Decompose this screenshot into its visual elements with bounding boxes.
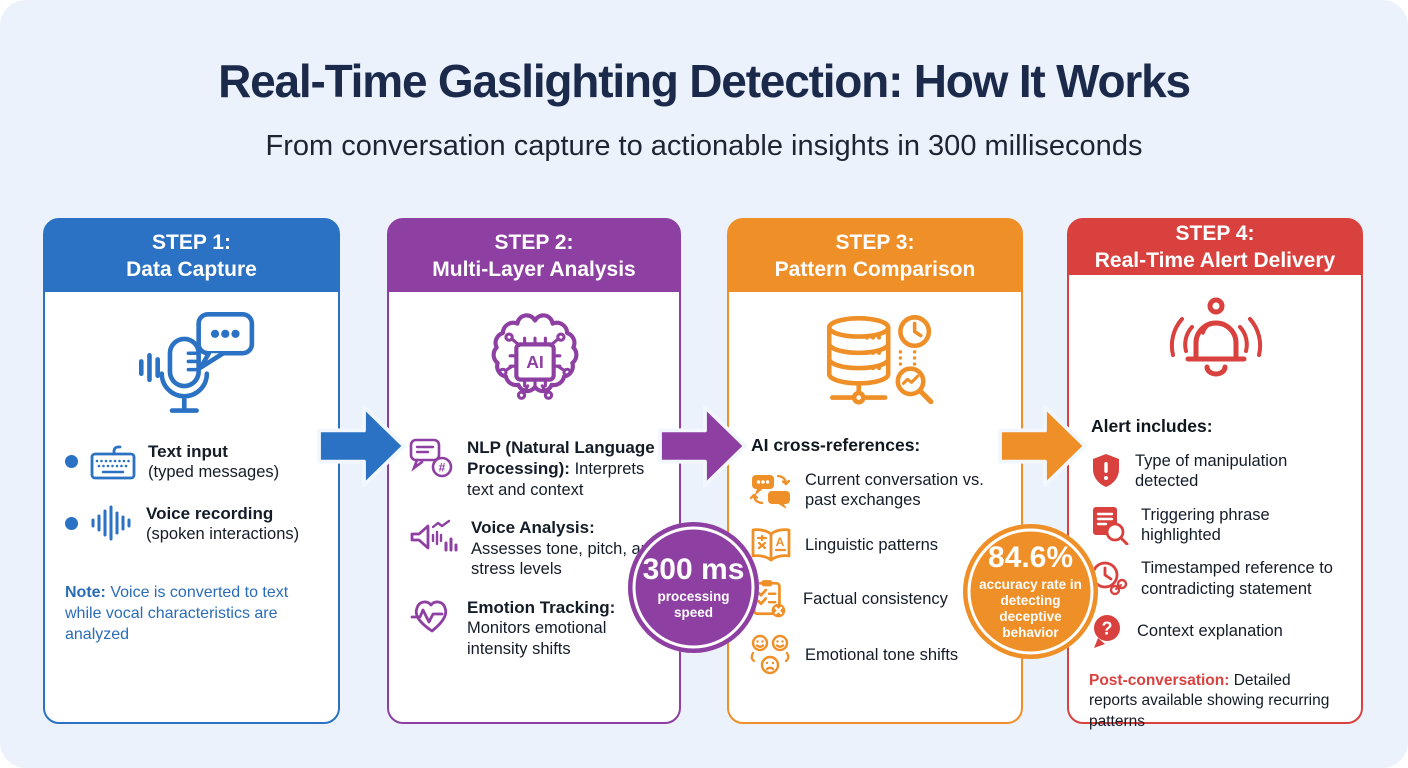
voice-conversion-note: Note: Voice is converted to text while v…	[65, 584, 289, 644]
list-item-text-input: Text input (typed messages)	[65, 441, 320, 483]
step-3-title: Pattern Comparison	[774, 258, 976, 281]
list-item-text: Type of manipulation detected	[1135, 451, 1288, 491]
voice-waveform-icon	[90, 505, 134, 541]
step-1-title: Data Capture	[126, 258, 257, 281]
list-item-text: NLP (Natural Language Processing): Inter…	[467, 438, 655, 499]
list-item-text: Emotion Tracking: Monitors emotional int…	[467, 597, 616, 658]
list-item-context-explanation: ? Context explanation	[1089, 612, 1343, 650]
badge-value: 300 ms	[642, 553, 745, 587]
alert-includes-heading: Alert includes:	[1091, 415, 1213, 436]
question-bubble-icon: ?	[1089, 612, 1125, 650]
svg-text:?: ?	[1102, 619, 1113, 639]
processing-speed-badge: 300 ms processing speed	[628, 522, 759, 653]
badge-label: processing speed	[657, 588, 730, 620]
list-item-text: Triggering phrase highlighted	[1141, 505, 1270, 544]
step-4-label: STEP 4:	[1175, 222, 1255, 245]
nlp-chat-icon: #	[409, 437, 455, 479]
emotion-heart-pulse-icon	[409, 597, 455, 637]
list-item-text: Voice Analysis: Assesses tone, pitch, an…	[471, 518, 660, 579]
bullet-dot	[65, 455, 78, 469]
step-4-body: Alert includes: Type of manipulation det…	[1069, 275, 1361, 742]
list-item-factual-consistency: Factual consistency	[749, 579, 1003, 619]
step-4-header: STEP 4: Real-Time Alert Delivery	[1069, 220, 1361, 275]
linguistic-book-icon: A	[749, 526, 793, 564]
ai-cross-references-heading: AI cross-references:	[751, 435, 921, 455]
step-1-header: STEP 1: Data Capture	[45, 220, 338, 292]
list-item-linguistic-patterns: A Linguistic patterns	[749, 526, 1003, 564]
microphone-speech-bubble-icon	[129, 310, 257, 423]
step-1-label: STEP 1:	[152, 230, 231, 254]
post-conversation-note: Post-conversation: Detailed reports avai…	[1089, 672, 1330, 730]
step-card-alert-delivery: STEP 4: Real-Time Alert Delivery Alert	[1067, 218, 1363, 730]
step-2-title: Multi-Layer Analysis	[432, 258, 636, 281]
list-item-timestamped-reference: Timestamped reference to contradicting s…	[1089, 558, 1343, 599]
flow-arrow-step1-to-step2-icon	[317, 404, 407, 488]
list-item-manipulation-type: Type of manipulation detected	[1089, 451, 1343, 492]
flow-arrow-step3-to-step4-icon	[998, 404, 1088, 488]
step-3-label: STEP 3:	[835, 230, 915, 254]
alert-bell-icon	[1155, 293, 1277, 398]
step-2-header: STEP 2: Multi-Layer Analysis	[389, 220, 679, 292]
shield-alert-icon	[1089, 452, 1123, 490]
list-item-nlp: # NLP (Natural Language Processing): Int…	[409, 437, 661, 500]
step-card-multi-layer-analysis: STEP 2: Multi-Layer Analysis	[387, 218, 681, 724]
list-item-text: Current conversation vs. past exchanges	[805, 471, 984, 510]
keyboard-icon	[90, 443, 136, 481]
step-1-body: Text input (typed messages) Voice record…	[45, 292, 338, 722]
page-subtitle: From conversation capture to actionable …	[265, 130, 1143, 162]
factual-checklist-icon	[749, 579, 791, 619]
list-item-text: Factual consistency	[803, 589, 948, 608]
step-card-data-capture: STEP 1: Data Capture	[43, 218, 340, 724]
ai-brain-chip-icon: AI	[478, 310, 592, 419]
list-item-emotion-tracking: Emotion Tracking: Monitors emotional int…	[409, 597, 661, 659]
step-3-body: AI cross-references:	[729, 292, 1021, 722]
step-2-label: STEP 2:	[494, 230, 574, 254]
voice-analysis-icon	[409, 517, 459, 557]
list-item-text: Emotional tone shifts	[805, 645, 959, 664]
list-item-text: Voice recording (spoken interactions)	[146, 503, 300, 543]
svg-text:#: #	[439, 461, 446, 475]
list-item-text: Context explanation	[1137, 622, 1283, 641]
list-item-voice-recording: Voice recording (spoken interactions)	[65, 503, 320, 545]
step-4-title: Real-Time Alert Delivery	[1094, 249, 1336, 273]
list-item-triggering-phrase: Triggering phrase highlighted	[1089, 505, 1343, 546]
svg-text:AI: AI	[526, 352, 544, 372]
svg-text:A: A	[776, 535, 785, 549]
badge-value: 84.6%	[987, 541, 1074, 575]
badge-label: accuracy rate in detecting deceptive beh…	[979, 576, 1082, 640]
step-2-body: AI # NLP (Natural Language	[389, 292, 679, 722]
document-search-icon	[1089, 505, 1129, 545]
list-item-voice-analysis: Voice Analysis: Assesses tone, pitch, an…	[409, 517, 661, 579]
database-clock-magnifier-icon	[814, 310, 938, 417]
list-item-text: Text input (typed messages)	[148, 442, 280, 482]
accuracy-rate-badge: 84.6% accuracy rate in detecting decepti…	[963, 524, 1098, 659]
emotional-faces-icon	[749, 634, 793, 676]
list-item-current-conversation: Current conversation vs. past exchanges	[749, 470, 1003, 511]
step-3-header: STEP 3: Pattern Comparison	[729, 220, 1021, 292]
step-card-pattern-comparison: STEP 3: Pattern Comparison	[727, 218, 1023, 724]
bullet-dot	[65, 516, 78, 530]
list-item-text: Timestamped reference to contradicting s…	[1141, 559, 1333, 598]
conversation-exchange-icon	[749, 471, 793, 510]
list-item-text: Linguistic patterns	[805, 535, 938, 554]
page-title: Real-Time Gaslighting Detection: How It …	[218, 55, 1191, 107]
list-item-emotional-tone-shifts: Emotional tone shifts	[749, 634, 1003, 676]
flow-arrow-step2-to-step3-icon	[658, 404, 748, 488]
